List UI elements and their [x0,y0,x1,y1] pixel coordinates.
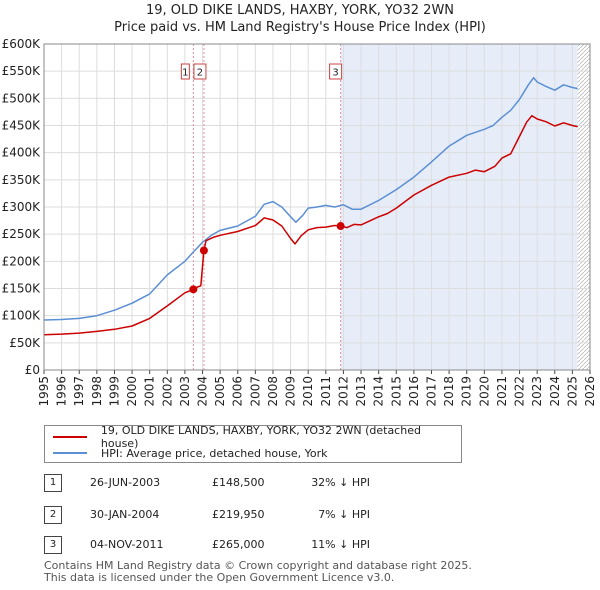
x-tick-label: 2014 [372,376,386,407]
x-tick-label: 2011 [319,376,333,407]
transaction-point [199,246,208,255]
transaction-price: £219,950 [212,508,265,521]
x-tick-label: 2022 [513,376,527,407]
transaction-date: 04-NOV-2011 [90,538,164,551]
x-tick-label: 2004 [196,376,210,407]
title-line-2: Price paid vs. HM Land Registry's House … [114,20,486,35]
x-tick-label: 2013 [354,376,368,407]
transaction-point [189,285,198,294]
x-tick-label: 2005 [213,376,227,407]
legend-swatch-hpi [53,452,87,454]
y-tick-label: £600K [2,37,42,51]
plot-frame [43,43,591,371]
y-tick-label: £200K [2,254,42,268]
x-tick-label: 2017 [424,376,438,407]
footer: Contains HM Land Registry data © Crown c… [44,560,472,584]
transaction-price: £265,000 [212,538,265,551]
chart-title: 19, OLD DIKE LANDS, HAXBY, YORK, YO32 2W… [0,2,600,36]
legend-item-hpi: HPI: Average price, detached house, York [53,445,328,461]
legend-item-property: 19, OLD DIKE LANDS, HAXBY, YORK, YO32 2W… [53,424,461,450]
y-tick-label: £400K [2,146,42,160]
y-tick-label: £350K [2,173,42,187]
transaction-row: 1 26-JUN-2003 £148,500 32% ↓ HPI [44,474,464,492]
x-tick-label: 2008 [266,376,280,407]
transaction-row: 3 04-NOV-2011 £265,000 11% ↓ HPI [44,536,464,554]
x-tick-label: 2000 [125,376,139,407]
transaction-marker-box [180,63,190,80]
transaction-number: 1 [44,474,62,492]
footer-line-1: Contains HM Land Registry data © Crown c… [44,559,472,572]
transaction-date: 26-JUN-2003 [90,476,161,489]
transaction-hpi-diff: 7% ↓ HPI [318,508,370,521]
transaction-marker-label: 1 [182,68,188,79]
x-tick-label: 2025 [565,376,579,407]
y-tick-label: £100K [2,309,42,323]
x-tick-label: 2019 [460,376,474,407]
y-tick-label: £0 [25,363,40,377]
x-tick-label: 2015 [389,376,403,407]
x-tick-label: 2001 [143,376,157,407]
x-tick-label: 2021 [495,376,509,407]
y-tick-label: £550K [2,64,42,78]
transaction-number: 3 [44,536,62,554]
x-tick-label: 2016 [407,376,421,407]
x-tick-label: 2003 [178,376,192,407]
x-tick-label: 2002 [160,376,174,407]
y-tick-label: £150K [2,282,42,296]
y-tick-label: £250K [2,227,42,241]
x-tick-label: 2012 [336,376,350,407]
x-tick-label: 2024 [548,376,562,407]
x-tick-label: 2020 [477,376,491,407]
x-tick-label: 1997 [72,376,86,407]
footer-line-2: This data is licensed under the Open Gov… [44,571,395,584]
transaction-price: £148,500 [212,476,265,489]
transaction-point [336,222,345,231]
transaction-date: 30-JAN-2004 [90,508,160,521]
x-tick-label: 2007 [248,376,262,407]
x-tick-label: 1995 [37,376,51,407]
y-tick-label: £300K [2,200,42,214]
transaction-marker-box [193,63,207,80]
x-tick-label: 2006 [231,376,245,407]
transaction-marker-label: 3 [332,68,338,79]
y-tick-label: £50K [9,336,41,350]
x-tick-label: 2010 [301,376,315,407]
x-tick-label: 1996 [55,376,69,407]
legend-label-property: 19, OLD DIKE LANDS, HAXBY, YORK, YO32 2W… [100,424,421,450]
title-line-1: 19, OLD DIKE LANDS, HAXBY, YORK, YO32 2W… [145,3,455,18]
transaction-marker-label: 2 [197,68,203,79]
legend: 19, OLD DIKE LANDS, HAXBY, YORK, YO32 2W… [44,424,462,463]
x-tick-label: 2023 [530,376,544,407]
transaction-marker-box [329,63,343,80]
x-tick-label: 1999 [107,376,121,407]
transaction-number: 2 [44,506,62,524]
x-tick-label: 2018 [442,376,456,407]
y-tick-label: £500K [2,91,42,105]
transaction-row: 2 30-JAN-2004 £219,950 7% ↓ HPI [44,506,464,524]
x-tick-label: 1998 [90,376,104,407]
hpi-line [43,76,578,321]
legend-swatch-property [53,436,87,438]
legend-label-hpi: HPI: Average price, detached house, York [101,446,328,460]
y-tick-label: £450K [2,119,42,133]
x-tick-label: 2026 [583,376,597,407]
transaction-hpi-diff: 11% ↓ HPI [311,538,370,551]
transaction-hpi-diff: 32% ↓ HPI [311,476,370,489]
x-tick-label: 2009 [284,376,298,407]
